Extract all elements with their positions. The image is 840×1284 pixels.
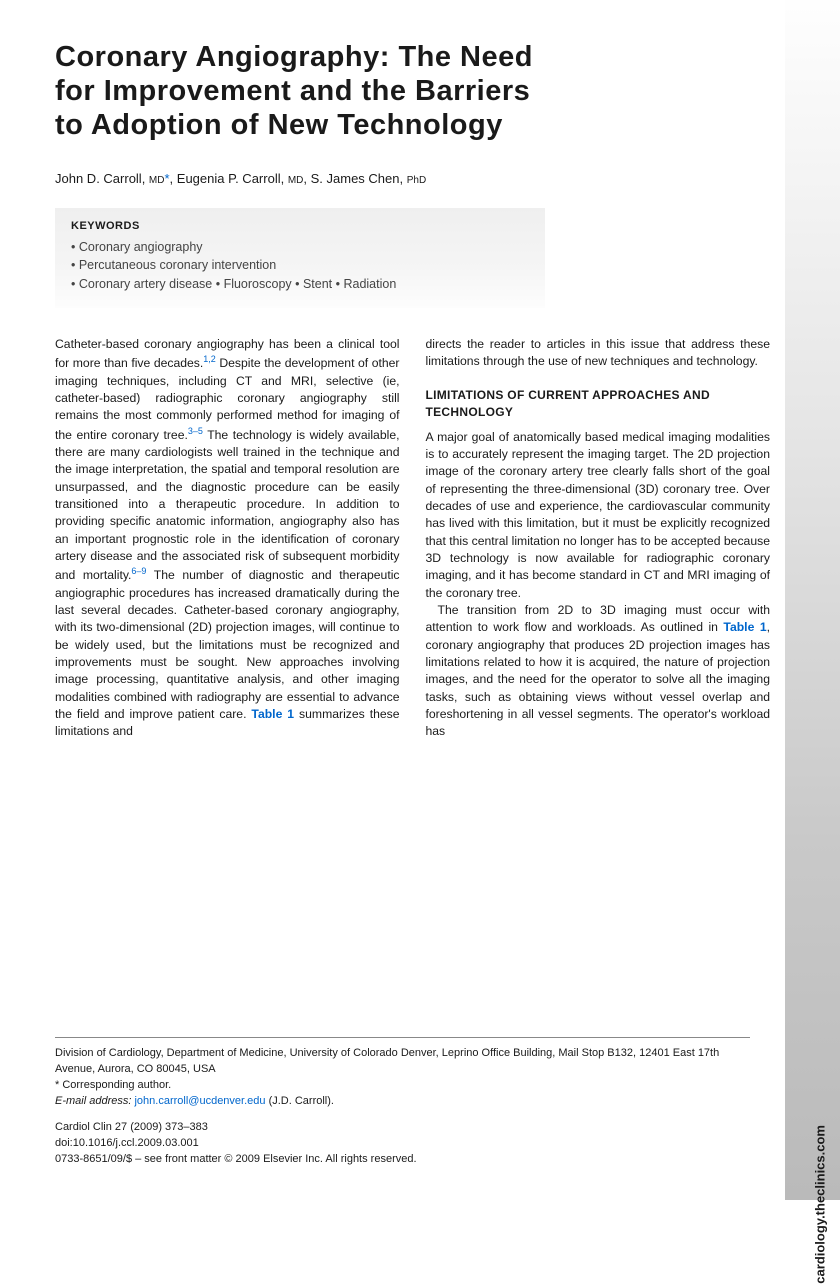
- email-label: E-mail address:: [55, 1095, 131, 1107]
- column-right: directs the reader to articles in this i…: [426, 336, 771, 741]
- copyright: 0733-8651/09/$ – see front matter © 2009…: [55, 1152, 750, 1168]
- article-footer: Division of Cardiology, Department of Me…: [55, 1037, 750, 1168]
- column-left: Catheter-based coronary angiography has …: [55, 336, 400, 741]
- keywords-box: KEYWORDS • Coronary angiography• Percuta…: [55, 208, 545, 308]
- corresponding-note: * Corresponding author.: [55, 1078, 750, 1094]
- journal-ref: Cardiol Clin 27 (2009) 373–383: [55, 1120, 750, 1136]
- email-line: E-mail address: john.carroll@ucdenver.ed…: [55, 1094, 750, 1110]
- email-suffix: (J.D. Carroll).: [269, 1095, 334, 1107]
- affiliation: Division of Cardiology, Department of Me…: [55, 1046, 750, 1078]
- keywords-list: • Coronary angiography• Percutaneous cor…: [71, 238, 529, 294]
- col2-p2: A major goal of anatomically based medic…: [426, 429, 771, 602]
- section-heading: LIMITATIONS OF CURRENT APPROACHES AND TE…: [426, 387, 771, 421]
- keywords-label: KEYWORDS: [71, 220, 529, 232]
- doi: doi:10.1016/j.ccl.2009.03.001: [55, 1136, 750, 1152]
- col2-p1: directs the reader to articles in this i…: [426, 336, 771, 371]
- col1-p1: Catheter-based coronary angiography has …: [55, 336, 400, 741]
- article-title: Coronary Angiography: The Need for Impro…: [55, 40, 555, 143]
- article-page: Coronary Angiography: The Need for Impro…: [0, 0, 840, 1200]
- body-columns: Catheter-based coronary angiography has …: [55, 336, 770, 741]
- email-link[interactable]: john.carroll@ucdenver.edu: [134, 1095, 265, 1107]
- col2-p3: The transition from 2D to 3D imaging mus…: [426, 602, 771, 741]
- authors-line: John D. Carroll, MD*, Eugenia P. Carroll…: [55, 171, 770, 186]
